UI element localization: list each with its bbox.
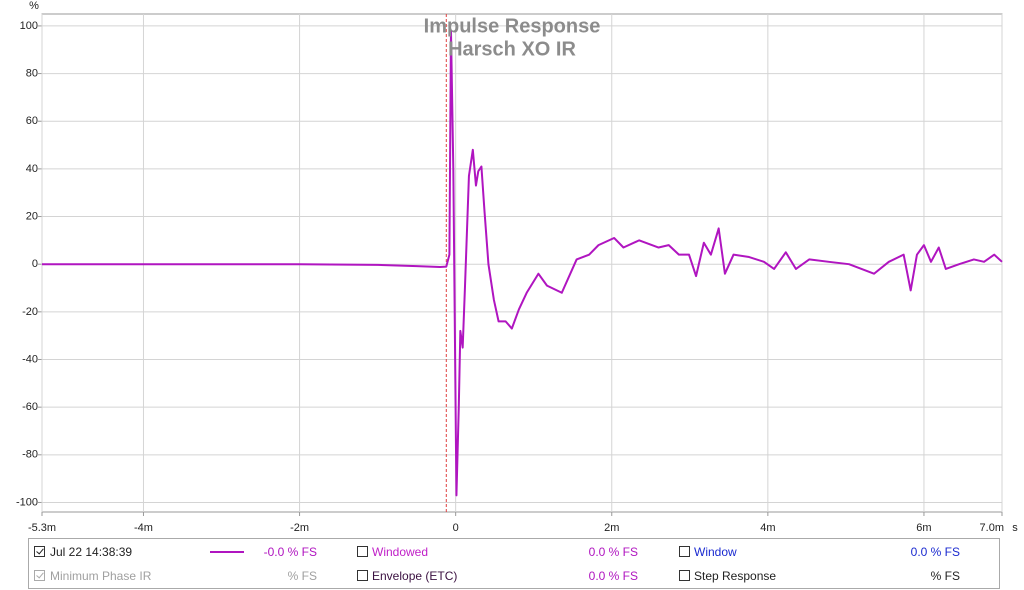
checkbox[interactable] — [34, 546, 45, 557]
legend-swatch — [210, 551, 244, 553]
legend-label[interactable]: Jul 22 14:38:39 — [50, 545, 133, 559]
chart-title: Impulse Response — [424, 15, 601, 37]
checkbox[interactable] — [679, 546, 690, 557]
legend-label: Minimum Phase IR — [50, 569, 152, 583]
y-unit: % — [29, 0, 39, 12]
legend-value: 0.0 % FS — [588, 545, 638, 559]
series-line — [42, 29, 1003, 497]
y-tick-label: 100 — [20, 20, 38, 32]
legend-label[interactable]: Window — [694, 545, 737, 559]
legend-value: % FS — [287, 569, 317, 583]
x-tick-label: 6m — [916, 522, 931, 534]
y-tick-label: -20 — [22, 306, 38, 318]
x-tick-label: -5.3m — [28, 522, 56, 534]
legend-label[interactable]: Windowed — [372, 545, 429, 559]
x-tick-label: -2m — [290, 522, 309, 534]
legend-value: -0.0 % FS — [263, 545, 317, 559]
legend-label[interactable]: Envelope (ETC) — [372, 569, 458, 583]
y-tick-label: 0 — [32, 258, 38, 270]
checkbox[interactable] — [679, 570, 690, 581]
checkbox[interactable] — [357, 546, 368, 557]
legend-value: % FS — [930, 569, 960, 583]
y-tick-label: -80 — [22, 449, 38, 461]
plot-frame — [41, 13, 1003, 513]
legend-value: 0.0 % FS — [588, 569, 638, 583]
x-tick-label: -4m — [134, 522, 153, 534]
x-tick-label: 2m — [604, 522, 619, 534]
checkbox[interactable] — [357, 570, 368, 581]
y-tick-label: -60 — [22, 401, 38, 413]
y-tick-label: -40 — [22, 353, 38, 365]
y-tick-label: -100 — [16, 496, 38, 508]
marks — [42, 14, 1003, 512]
y-tick-label: 20 — [26, 210, 38, 222]
x-tick-label: 0 — [453, 522, 459, 534]
legend-value: 0.0 % FS — [910, 545, 960, 559]
y-tick-label: 40 — [26, 163, 38, 175]
x-tick-label: 4m — [760, 522, 775, 534]
legend-panel: Jul 22 14:38:39 -0.0 % FS Windowed 0.0 %… — [28, 538, 1000, 589]
checkbox — [34, 570, 45, 581]
x-unit: s — [1012, 522, 1018, 534]
chart: Impulse Response Harsch XO IR % s -100 -8… — [16, 0, 1018, 534]
y-tick-label: 80 — [26, 67, 38, 79]
chart-subtitle: Harsch XO IR — [448, 38, 576, 60]
legend-label[interactable]: Step Response — [694, 569, 777, 583]
y-tick-label: 60 — [26, 115, 38, 127]
x-tick-label: 7.0m — [980, 522, 1004, 534]
